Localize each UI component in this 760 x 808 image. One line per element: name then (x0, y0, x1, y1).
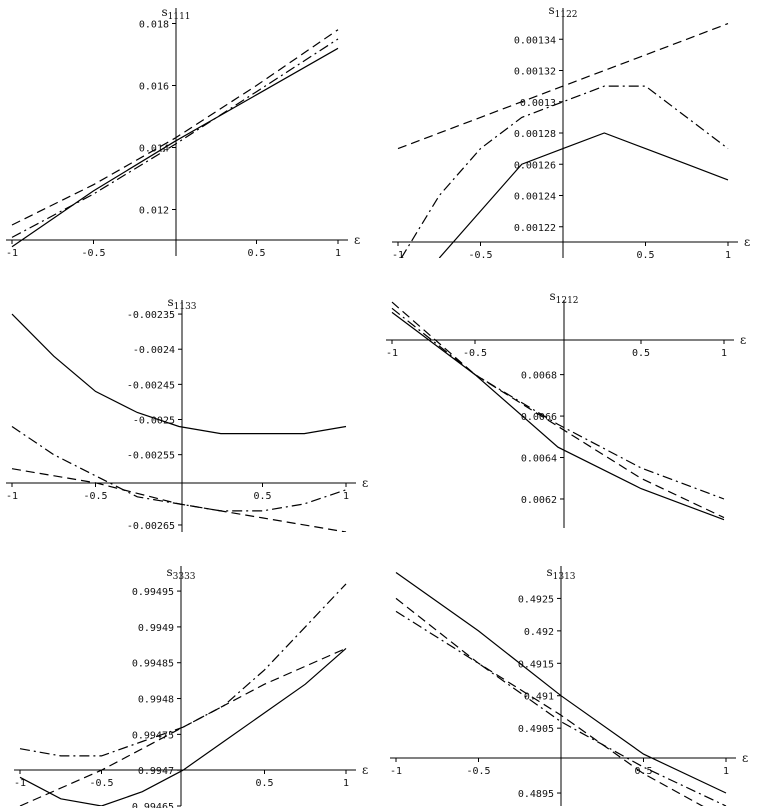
x-tick-label: -0.5 (81, 248, 105, 259)
x-tick-label: 0.5 (636, 250, 654, 261)
y-tick-label: 0.0064 (521, 454, 557, 465)
x-tick-label: 0.5 (255, 778, 273, 789)
series-dashed (19, 647, 347, 806)
x-axis-label: ε (740, 333, 746, 347)
series-dashed (11, 29, 339, 226)
series-solid (438, 132, 729, 258)
series-dashed (11, 468, 347, 532)
y-tick-label: 0.0013 (520, 98, 556, 109)
y-tick-label: 0.492 (524, 627, 554, 638)
y-tick-label: 0.0068 (521, 371, 557, 382)
y-tick-label: 0.99495 (132, 587, 174, 598)
series-solid (395, 572, 727, 794)
chart-title: s1122 (548, 3, 577, 20)
series-dash-dot (19, 583, 347, 757)
panel-s1133: -1 -0.5 0.5 1 -0.00235 -0.0024 -0.00245 -0.0025… (6, 295, 368, 532)
panel-s1122: -1 -0.5 0.5 1 0.00122 0.00124 0.00126 0.00128 0.… (392, 3, 750, 261)
x-tick-label: 1 (335, 248, 341, 259)
panel-s3333: -1 -0.5 0.5 1 0.99465 0.9947 0.99475 0.9948 0.99… (14, 565, 368, 808)
series-solid (391, 311, 725, 521)
series-solid (11, 47, 339, 248)
y-tick-label: 0.99485 (132, 659, 174, 670)
chart-title: s1133 (167, 295, 196, 312)
y-tick-label: 0.00124 (514, 192, 556, 203)
y-tick-label: 0.4905 (518, 724, 554, 735)
y-tick-label: 0.00122 (514, 223, 556, 234)
y-tick-label: -0.00235 (127, 310, 175, 321)
x-tick-label: 1 (343, 778, 349, 789)
y-tick-label: -0.00265 (127, 521, 175, 532)
x-axis-label: ε (362, 763, 368, 777)
x-tick-label: -1 (6, 248, 18, 259)
panel-s1111: -1 -0.5 0.5 1 0.012 0.014 0.016 0.018 ε s1111 (6, 5, 360, 259)
x-tick-label: -1 (386, 348, 398, 359)
x-tick-label: 1 (721, 348, 727, 359)
y-tick-label: 0.9947 (138, 766, 174, 777)
y-tick-label: 0.00132 (514, 67, 556, 78)
x-tick-label: 1 (343, 491, 349, 502)
y-tick-label: 0.012 (139, 206, 169, 217)
x-axis-label: ε (354, 233, 360, 247)
x-tick-label: -1 (6, 491, 18, 502)
y-tick-label: 0.99465 (132, 802, 174, 808)
x-tick-label: 0.5 (253, 491, 271, 502)
x-tick-label: 1 (723, 766, 729, 777)
x-tick-label: 0.5 (634, 766, 652, 777)
series-solid (19, 647, 347, 806)
chart-title: s1313 (546, 565, 575, 582)
y-tick-label: -0.0024 (133, 345, 175, 356)
y-tick-label: -0.0025 (133, 416, 175, 427)
x-tick-label: -1 (14, 778, 26, 789)
series-dash-dot (11, 426, 347, 512)
x-tick-label: -1 (390, 766, 402, 777)
chart-title: s1111 (161, 5, 190, 22)
x-tick-label: 0.5 (247, 248, 265, 259)
x-tick-label: -0.5 (83, 491, 107, 502)
x-tick-label: -0.5 (89, 778, 113, 789)
y-tick-label: -0.00255 (127, 451, 175, 462)
series-dash-dot (395, 610, 727, 806)
x-tick-label: -0.5 (466, 766, 490, 777)
panel-s1212: -1 -0.5 0.5 1 0.0062 0.0064 0.0066 0.0068 ε s1212 (386, 289, 746, 528)
y-tick-label: 0.016 (139, 82, 169, 93)
chart-title: s3333 (166, 565, 195, 582)
series-dashed (397, 23, 729, 150)
y-tick-label: 0.00128 (514, 129, 556, 140)
series-solid (11, 313, 347, 435)
series-dash-dot (400, 85, 729, 258)
x-tick-label: -0.5 (463, 348, 487, 359)
y-tick-label: 0.00134 (514, 35, 556, 46)
y-tick-label: -0.00245 (127, 380, 175, 391)
x-axis-label: ε (744, 235, 750, 249)
x-tick-label: 0.5 (632, 348, 650, 359)
x-tick-label: -1 (392, 250, 404, 261)
y-tick-label: 0.014 (139, 144, 169, 155)
y-tick-label: 0.99475 (132, 730, 174, 741)
series-dash-dot (11, 38, 339, 238)
panel-s1313: -1 -0.5 0.5 1 0.4895 0.4905 0.491 0.4915 0.492 0.… (390, 565, 748, 806)
y-tick-label: 0.0066 (521, 412, 557, 423)
x-tick-label: 1 (725, 250, 731, 261)
y-tick-label: 0.00126 (514, 160, 556, 171)
x-axis-label: ε (362, 476, 368, 490)
x-tick-label: -0.5 (468, 250, 492, 261)
x-axis-label: ε (742, 751, 748, 765)
y-tick-label: 0.4925 (518, 594, 554, 605)
series-dashed (391, 301, 725, 519)
y-tick-label: 0.018 (139, 20, 169, 31)
y-tick-label: 0.0062 (521, 495, 557, 506)
y-tick-label: 0.4895 (518, 789, 554, 800)
series-dash-dot (391, 307, 725, 500)
chart-title: s1212 (549, 289, 578, 306)
y-tick-label: 0.9949 (138, 623, 174, 634)
y-tick-label: 0.491 (524, 692, 554, 703)
y-tick-label: 0.4915 (518, 659, 554, 670)
y-tick-label: 0.9948 (138, 695, 174, 706)
series-dashed (395, 597, 704, 806)
